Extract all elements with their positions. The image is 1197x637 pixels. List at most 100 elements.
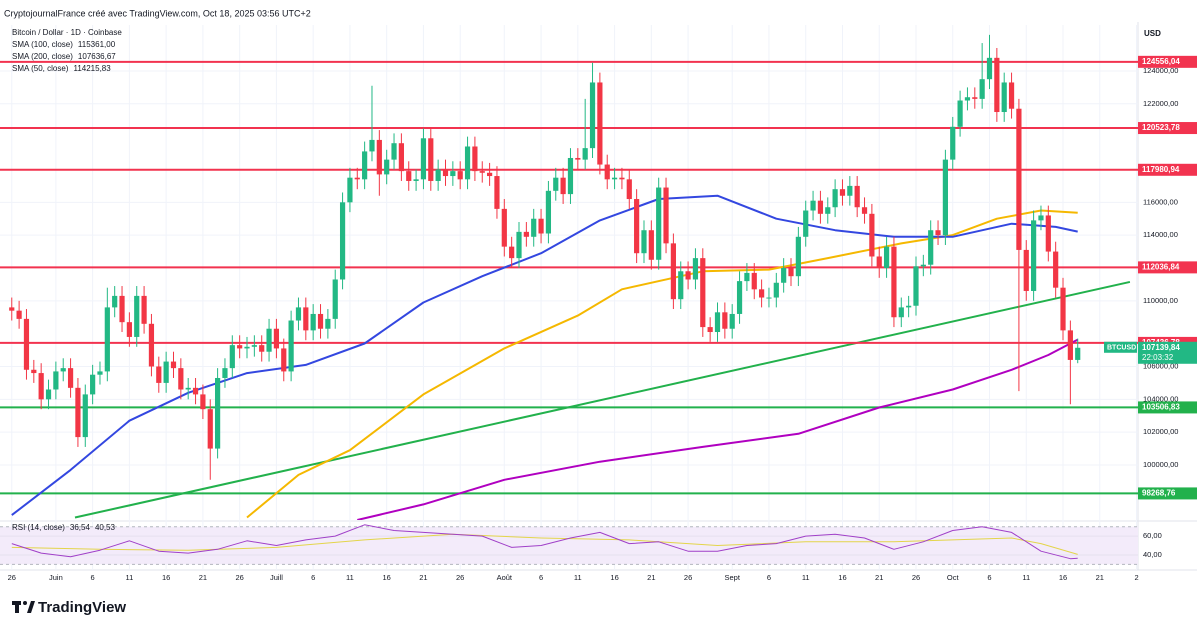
y-tick-label: 102000,00: [1143, 427, 1178, 436]
candle-body: [1075, 347, 1081, 360]
candle-body: [567, 157, 574, 195]
candle-body: [935, 230, 941, 236]
candle-body: [979, 79, 985, 99]
axes: 26 Juin 6 11 16 21 26 Juill 6 11 16 21 26 Août 6 11 16 21…: [8, 55, 1197, 582]
candle-body: [648, 230, 654, 260]
x-tick-label: 26: [912, 573, 920, 582]
candle-body: [126, 322, 132, 337]
x-tick-label: 2: [1134, 573, 1138, 582]
x-tick-label: 6: [987, 573, 991, 582]
candle-body: [369, 139, 375, 152]
candle-body: [626, 179, 632, 200]
candle-body: [156, 366, 162, 383]
candle-body: [163, 361, 169, 383]
candle-body: [53, 371, 59, 390]
candle-body: [406, 171, 412, 181]
candle-body: [192, 387, 199, 395]
level-label: 117980,94: [1142, 165, 1180, 174]
level-label: 98268,76: [1142, 489, 1176, 498]
candle-body: [634, 199, 640, 254]
x-tick-label: 21: [419, 573, 427, 582]
x-tick-label: 6: [91, 573, 95, 582]
level-label-box: [1138, 122, 1197, 135]
candle-body: [1067, 330, 1073, 360]
candle-body: [215, 377, 221, 449]
candle-body: [942, 159, 948, 236]
candle-body: [303, 307, 309, 331]
candle-body: [560, 177, 566, 195]
candle-body: [898, 307, 904, 318]
header: CryptojournalFrance créé avec TradingVie…: [4, 8, 311, 18]
legend-name: SMA (200, close): [12, 52, 73, 61]
candle-body: [222, 368, 228, 378]
rsi-tick-label: 40,00: [1143, 550, 1162, 559]
candle-body: [663, 187, 669, 244]
candle-body: [251, 345, 257, 347]
x-tick-label: 21: [647, 573, 655, 582]
rsi-tick-label: 60,00: [1143, 531, 1162, 540]
candle-body: [957, 100, 963, 127]
candle-body: [487, 172, 493, 177]
candle-body: [803, 210, 809, 237]
candle-body: [112, 295, 118, 308]
candle-body: [347, 177, 353, 203]
candle-body: [759, 289, 765, 298]
candle-body: [295, 307, 302, 321]
y-tick-label: 116000,00: [1143, 197, 1178, 206]
candle-body: [200, 394, 206, 410]
candle-body: [384, 159, 390, 175]
candle-body: [876, 256, 882, 268]
candle-body: [810, 200, 816, 211]
candle-body: [847, 185, 853, 196]
sma-line: [357, 338, 1079, 520]
candle-body: [744, 272, 750, 282]
last-price-symbol: BTCUSD: [1107, 345, 1136, 352]
candle-body: [854, 185, 860, 208]
candle-body: [104, 307, 110, 372]
x-tick-label: 16: [383, 573, 391, 582]
level-label-box: [1138, 261, 1197, 274]
y-tick-label: 110000,00: [1143, 296, 1178, 305]
legend-name: SMA (100, close): [12, 40, 73, 49]
candle-body: [82, 394, 88, 438]
candle-body: [428, 138, 434, 181]
currency: USD: [1144, 29, 1161, 38]
candle-body: [589, 82, 596, 149]
candle-body: [237, 345, 243, 349]
candle-body: [310, 313, 316, 331]
candle-body: [185, 387, 191, 390]
candle-body: [751, 272, 757, 290]
last-price-countdown: 22:03:32: [1142, 353, 1174, 362]
candle-body: [457, 171, 463, 180]
rsi-name: RSI (14, close): [12, 523, 65, 532]
candle-body: [273, 328, 280, 349]
candle-body: [494, 176, 500, 209]
candle-body: [31, 369, 37, 374]
level-label: 103506,83: [1142, 403, 1180, 412]
candle-body: [420, 138, 427, 180]
candle-body: [950, 126, 956, 160]
x-tick-label: Juill: [270, 573, 283, 582]
last-price-label: 107139,84: [1142, 343, 1180, 352]
candle-body: [516, 231, 522, 259]
candle-body: [781, 267, 787, 283]
rsi-value: 36,54: [70, 523, 91, 532]
x-tick-label: 11: [346, 573, 354, 582]
candle-body: [354, 177, 360, 180]
candle-body: [266, 328, 272, 352]
candle-body: [288, 320, 294, 372]
last-price-box: [1138, 341, 1197, 364]
y-tick-label: 114000,00: [1143, 230, 1178, 239]
candle-body: [38, 373, 44, 400]
candle-body: [869, 213, 875, 257]
candle-body: [795, 236, 801, 277]
candle-body: [1023, 249, 1029, 291]
rsi-line: [11, 524, 1078, 560]
candle-body: [788, 267, 794, 277]
candle-body: [1053, 251, 1059, 288]
candle-body: [729, 313, 735, 329]
x-tick-label: 26: [8, 573, 16, 582]
candle-body: [986, 57, 993, 80]
